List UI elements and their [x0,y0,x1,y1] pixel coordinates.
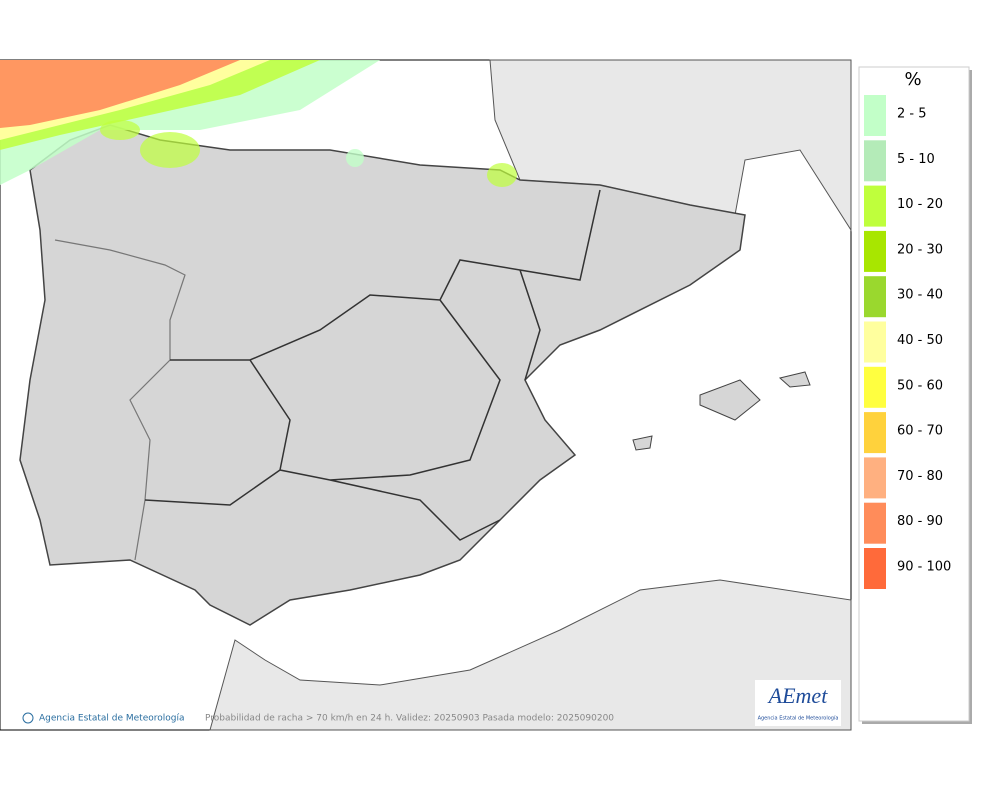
credit: Agencia Estatal de Meteorología [39,714,185,724]
copyright-icon [22,712,34,724]
legend-swatch [864,276,886,318]
legend-label: 2 - 5 [897,107,927,122]
legend-label: 70 - 80 [897,469,943,484]
logo-name: AEmet [767,683,829,708]
legend-swatch [864,140,886,182]
legend-swatch [864,457,886,499]
menorca [778,371,811,388]
portugal-border [54,239,186,561]
legend-label: 50 - 60 [897,378,943,393]
legend-label: 60 - 70 [897,424,943,439]
probability-area [346,149,364,167]
legend-label: 40 - 50 [897,333,943,348]
legend: % 2 - 5 5 - 10 10 - 20 20 - 30 30 - 40 40 - 5… [858,66,972,724]
probability-area [0,60,240,128]
legend-swatch [864,548,886,589]
legend-swatch [864,366,886,408]
caption: Probabilidad de racha > 70 km/h en 24 h.… [205,714,614,724]
africa [209,579,852,731]
probability-area [140,132,200,168]
legend-swatch [864,185,886,227]
legend-label: 80 - 90 [897,514,943,529]
legend-label: 30 - 40 [897,288,943,303]
legend-label: 5 - 10 [897,152,935,167]
legend-label: 90 - 100 [897,560,951,575]
mallorca [699,379,761,421]
legend-label: 20 - 30 [897,242,943,257]
logo-subtitle: Agencia Estatal de Meteorología [758,715,839,722]
ibiza [632,435,653,451]
probability-area [100,120,140,140]
legend-title: % [904,69,921,90]
legend-swatch [864,502,886,544]
region-borders [144,189,601,541]
legend-swatch [864,321,886,363]
legend-swatch [864,95,886,136]
probability-area [487,163,517,187]
map: Agencia Estatal de Meteorología Probabil… [0,59,852,731]
legend-label: 10 - 20 [897,197,943,212]
iberia [19,124,746,626]
logo-box [755,680,841,726]
legend-swatch [864,412,886,454]
legend-swatch [864,230,886,272]
